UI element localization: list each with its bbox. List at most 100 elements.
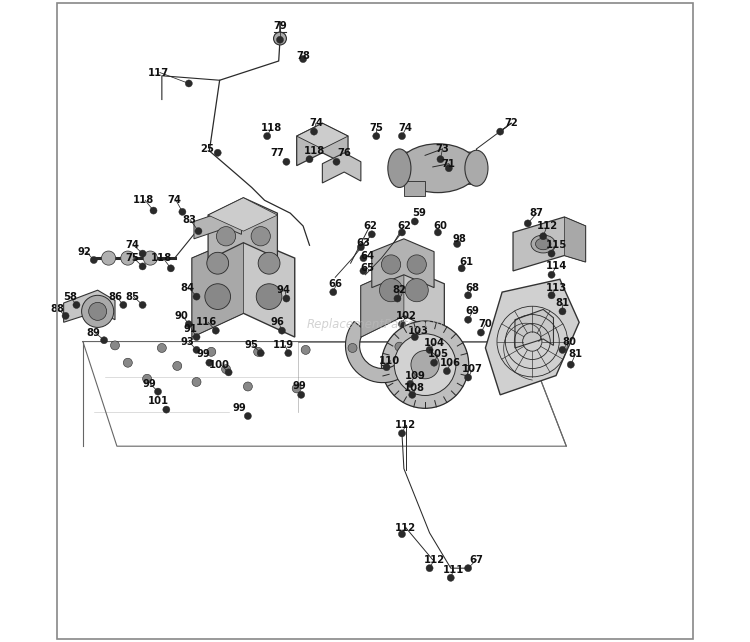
Text: 65: 65: [360, 263, 374, 273]
Text: 75: 75: [369, 123, 383, 134]
Text: 74: 74: [399, 123, 412, 134]
Circle shape: [257, 349, 264, 357]
Text: 84: 84: [181, 282, 194, 293]
Circle shape: [458, 265, 465, 272]
Ellipse shape: [536, 238, 551, 250]
Circle shape: [299, 56, 307, 62]
Text: 68: 68: [466, 282, 479, 293]
Circle shape: [398, 530, 406, 538]
Circle shape: [394, 295, 401, 302]
Circle shape: [256, 284, 282, 309]
Text: 88: 88: [50, 304, 64, 315]
Text: 118: 118: [152, 253, 172, 263]
Polygon shape: [361, 266, 404, 337]
Text: 80: 80: [562, 336, 576, 347]
Circle shape: [383, 363, 390, 371]
Polygon shape: [192, 236, 244, 337]
Polygon shape: [565, 217, 586, 262]
Circle shape: [254, 347, 262, 356]
Text: ReplacementParts.com: ReplacementParts.com: [307, 318, 443, 331]
Text: 59: 59: [412, 208, 425, 218]
Circle shape: [193, 334, 200, 340]
Text: 73: 73: [436, 144, 449, 154]
Circle shape: [382, 321, 469, 408]
Circle shape: [110, 341, 119, 350]
Circle shape: [101, 251, 115, 265]
Polygon shape: [297, 123, 348, 149]
Text: 112: 112: [536, 221, 557, 231]
Circle shape: [244, 382, 253, 391]
Text: 90: 90: [174, 311, 188, 321]
Text: 91: 91: [183, 324, 197, 334]
Text: 114: 114: [545, 261, 567, 272]
Circle shape: [426, 347, 433, 353]
Circle shape: [559, 308, 566, 315]
Circle shape: [217, 227, 236, 246]
Circle shape: [142, 374, 152, 383]
Text: 74: 74: [168, 195, 182, 205]
Circle shape: [244, 413, 251, 420]
Circle shape: [283, 158, 290, 166]
Circle shape: [292, 384, 302, 393]
Polygon shape: [515, 309, 554, 348]
Circle shape: [464, 291, 472, 299]
Circle shape: [411, 334, 419, 340]
Circle shape: [411, 218, 419, 225]
Circle shape: [437, 155, 444, 163]
Circle shape: [380, 279, 403, 302]
Circle shape: [426, 565, 433, 572]
Circle shape: [263, 133, 271, 140]
Text: 105: 105: [427, 349, 448, 360]
Circle shape: [192, 377, 201, 386]
Text: 104: 104: [424, 338, 445, 349]
Text: 99: 99: [232, 403, 246, 413]
Circle shape: [298, 391, 304, 398]
Circle shape: [454, 240, 460, 247]
Text: 87: 87: [530, 208, 544, 218]
Circle shape: [251, 227, 270, 246]
Circle shape: [443, 367, 451, 375]
Text: 71: 71: [442, 159, 456, 169]
Polygon shape: [194, 211, 242, 239]
Text: 69: 69: [466, 306, 479, 317]
Text: 83: 83: [182, 214, 196, 225]
Text: 113: 113: [545, 282, 566, 293]
Circle shape: [214, 150, 221, 157]
Circle shape: [73, 302, 80, 309]
Text: 81: 81: [556, 298, 569, 308]
Text: 67: 67: [470, 555, 483, 565]
Circle shape: [447, 574, 454, 582]
Circle shape: [120, 302, 127, 309]
Circle shape: [193, 293, 200, 300]
Text: 77: 77: [271, 148, 284, 158]
Text: 118: 118: [134, 195, 154, 205]
Circle shape: [62, 312, 69, 319]
Circle shape: [139, 302, 146, 309]
Text: 96: 96: [271, 317, 284, 327]
Circle shape: [172, 361, 182, 370]
Text: 85: 85: [125, 291, 140, 302]
Circle shape: [206, 360, 213, 366]
Circle shape: [368, 230, 375, 238]
Circle shape: [540, 232, 547, 239]
Polygon shape: [322, 153, 361, 183]
Polygon shape: [64, 290, 115, 322]
Circle shape: [357, 244, 364, 251]
Text: 112: 112: [424, 555, 445, 565]
Circle shape: [548, 250, 555, 257]
Text: 75: 75: [125, 253, 140, 263]
Text: 99: 99: [196, 349, 210, 360]
Text: 94: 94: [277, 285, 291, 295]
Circle shape: [464, 316, 472, 324]
Text: 81: 81: [568, 349, 582, 360]
Text: 64: 64: [360, 250, 374, 261]
Circle shape: [123, 358, 132, 367]
Polygon shape: [485, 279, 579, 395]
Text: 98: 98: [453, 234, 466, 244]
Circle shape: [167, 265, 174, 272]
Circle shape: [464, 374, 472, 381]
Text: 99: 99: [142, 379, 156, 389]
Text: 74: 74: [125, 240, 140, 250]
Text: 109: 109: [404, 370, 425, 381]
Text: 112: 112: [395, 420, 416, 430]
